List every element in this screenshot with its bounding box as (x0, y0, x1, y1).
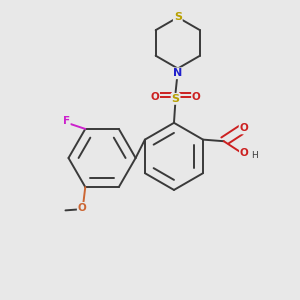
Text: O: O (240, 148, 249, 158)
Text: S: S (172, 94, 180, 104)
Text: O: O (240, 123, 248, 134)
Text: O: O (192, 92, 201, 102)
Text: F: F (62, 116, 70, 126)
Text: N: N (172, 68, 182, 78)
Text: O: O (150, 92, 159, 102)
Text: S: S (174, 12, 182, 22)
Text: O: O (78, 203, 86, 213)
Text: H: H (251, 152, 258, 160)
